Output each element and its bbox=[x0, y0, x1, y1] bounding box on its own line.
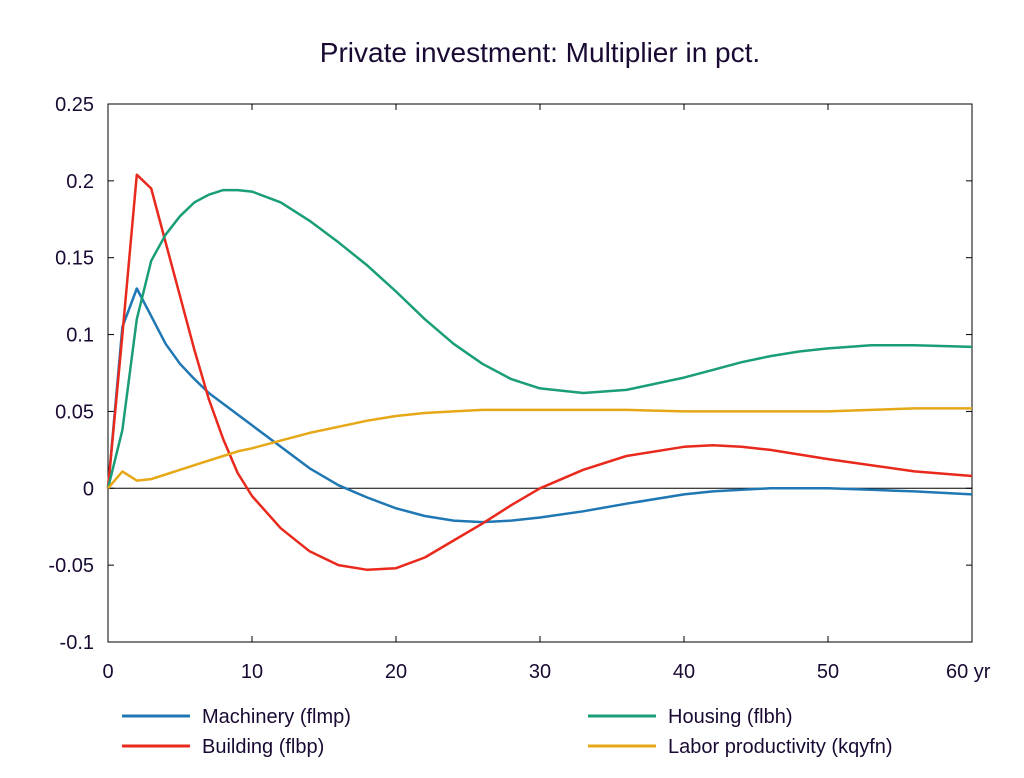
series-line-1 bbox=[106, 173, 973, 572]
legend-label: Labor productivity (kqyfn) bbox=[668, 736, 893, 758]
plot-frame bbox=[107, 103, 973, 643]
axis-ticks bbox=[107, 103, 973, 643]
legend-label: Building (flbp) bbox=[202, 736, 324, 758]
series-line-0 bbox=[106, 287, 973, 524]
x-tick-label: 30 bbox=[529, 661, 551, 683]
x-tick-label: 10 bbox=[241, 661, 263, 683]
y-tick-label: 0.05 bbox=[55, 401, 94, 423]
chart-title: Private investment: Multiplier in pct. bbox=[320, 37, 760, 68]
y-tick-label: -0.1 bbox=[60, 632, 94, 654]
y-tick-label: 0.2 bbox=[66, 171, 94, 193]
legend: Machinery (flmp) Building (flbp) Housing (… bbox=[122, 706, 893, 758]
y-tick-label: 0.1 bbox=[66, 325, 94, 347]
x-tick-label: 50 bbox=[817, 661, 839, 683]
x-tick-label: 20 bbox=[385, 661, 407, 683]
series-line-3 bbox=[107, 407, 972, 490]
x-tick-label: 40 bbox=[673, 661, 695, 683]
legend-label: Housing (flbh) bbox=[668, 706, 793, 728]
y-tick-label: 0.15 bbox=[55, 248, 94, 270]
x-tick-label: 0 bbox=[102, 661, 113, 683]
y-tick-label: 0.25 bbox=[55, 94, 94, 116]
y-tick-label: -0.05 bbox=[48, 555, 94, 577]
y-axis-tick-labels: 0.25 0.2 0.15 0.1 0.05 0 -0.05 -0.1 bbox=[48, 94, 94, 654]
legend-label: Machinery (flmp) bbox=[202, 706, 351, 728]
series-lines bbox=[106, 173, 973, 572]
y-tick-label: 0 bbox=[83, 478, 94, 500]
series-line-2 bbox=[106, 188, 973, 489]
x-axis-tick-labels: 0 10 20 30 40 50 60 yr bbox=[102, 661, 990, 683]
x-tick-label: 60 yr bbox=[946, 661, 991, 683]
